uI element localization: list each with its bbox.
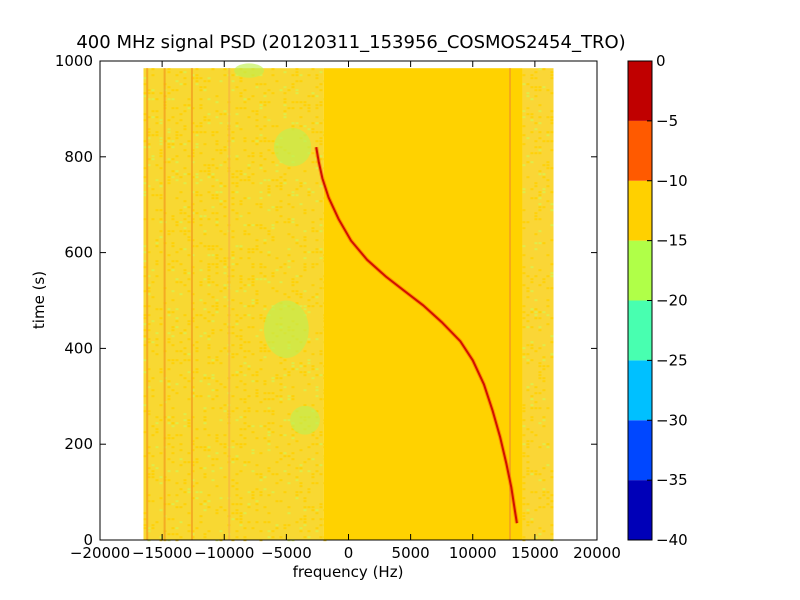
colorbar-tick-label: −5: [656, 112, 678, 130]
colorbar-tick-label: −30: [656, 411, 688, 429]
colorbar-band: [628, 480, 652, 540]
psd-green-patch-2: [234, 63, 265, 78]
colorbar-tick-label: −25: [656, 351, 688, 369]
y-tick-label: 0: [83, 531, 93, 549]
colorbar-band: [628, 360, 652, 421]
psd-green-patch-1: [273, 128, 312, 167]
signal-trace-layer: [314, 146, 519, 524]
y-tick-label: 1000: [55, 52, 93, 70]
colorbar-tick-label: −15: [656, 232, 688, 250]
x-tick-label: 10000: [449, 544, 497, 562]
y-tick-label: 200: [64, 435, 93, 453]
colorbar-tick-label: 0: [656, 52, 666, 70]
psd-green-patch-0: [264, 300, 309, 358]
y-tick-label: 800: [64, 148, 93, 166]
heatmap-layer: [143, 63, 554, 542]
y-tick-label: 600: [64, 244, 93, 262]
colorbar-band: [628, 240, 652, 301]
x-axis-title: frequency (Hz): [293, 563, 404, 581]
axis-ticks: −20000 −15000 −10000 −5000 0 5000 10000 15000 20…: [55, 52, 621, 562]
x-tick-label: 5000: [392, 544, 430, 562]
psd-region-texture-0: [143, 68, 327, 542]
y-axis-title: time (s): [30, 271, 48, 329]
colorbar-tick-label: −10: [656, 172, 688, 190]
x-tick-label: 15000: [511, 544, 559, 562]
colorbar-band: [628, 180, 652, 241]
colorbar-band: [628, 420, 652, 481]
y-tick-label: 400: [64, 339, 93, 357]
colorbar-band: [628, 120, 652, 181]
psd-green-patch-3: [290, 405, 320, 435]
colorbar-tick-label: −40: [656, 531, 688, 549]
psd-region-texture-2: [522, 68, 554, 542]
x-tick-label: −15000: [132, 544, 192, 562]
x-tick-label: 0: [344, 544, 354, 562]
colorbar: −40 −35 −30 −25 −20 −15 −10 −5 0: [627, 52, 688, 549]
x-tick-label: −5000: [261, 544, 312, 562]
x-tick-label: −10000: [194, 544, 254, 562]
colorbar-tick-label: −20: [656, 292, 688, 310]
chart-title: 400 MHz signal PSD (20120311_153956_COSM…: [76, 32, 625, 53]
colorbar-band: [628, 61, 652, 121]
colorbar-band: [628, 300, 652, 361]
colorbar-tick-label: −35: [656, 471, 688, 489]
x-tick-label: 20000: [573, 544, 621, 562]
x-tick-label: −20000: [70, 544, 130, 562]
signal-trace-0: [315, 147, 518, 524]
